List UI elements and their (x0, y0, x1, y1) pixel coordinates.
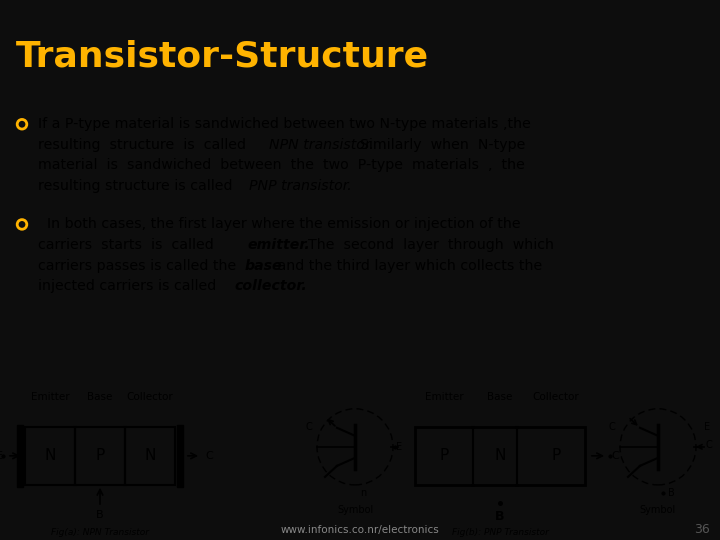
Text: and the third layer which collects the: and the third layer which collects the (273, 259, 542, 273)
Text: Transistor-Structure: Transistor-Structure (16, 40, 429, 74)
Bar (177, 425, 183, 487)
Text: www.infonics.co.nr/electronics: www.infonics.co.nr/electronics (281, 525, 439, 535)
Text: B: B (668, 488, 675, 498)
Text: Fig(b): PNP Transistor: Fig(b): PNP Transistor (451, 529, 549, 537)
Text: NPN transistor.: NPN transistor. (269, 138, 374, 152)
Text: N: N (144, 448, 156, 463)
Text: Base: Base (87, 392, 113, 402)
Text: N: N (495, 448, 505, 463)
Text: P: P (552, 448, 561, 463)
Text: Similarly  when  N-type: Similarly when N-type (351, 138, 526, 152)
Text: E: E (704, 422, 710, 432)
Bar (75, 427, 125, 485)
Text: PNP transistor.: PNP transistor. (249, 179, 352, 193)
Text: Collector: Collector (127, 392, 174, 402)
Text: B: B (495, 510, 505, 523)
Text: base: base (245, 259, 283, 273)
Text: B: B (96, 510, 104, 520)
Bar (125, 427, 175, 485)
Text: C: C (205, 451, 212, 461)
Text: material  is  sandwiched  between  the  two  P-type  materials  ,  the: material is sandwiched between the two P… (38, 158, 525, 172)
Text: P: P (439, 448, 449, 463)
Text: Collector: Collector (533, 392, 580, 402)
Bar (415, 427, 585, 485)
Text: injected carriers is called: injected carriers is called (38, 279, 221, 293)
Text: C: C (608, 422, 615, 432)
Text: E: E (396, 442, 402, 452)
Text: collector.: collector. (234, 279, 307, 293)
Text: 36: 36 (694, 523, 710, 536)
Text: resulting  structure  is  called: resulting structure is called (38, 138, 255, 152)
Text: P: P (95, 448, 104, 463)
Text: carriers passes is called the: carriers passes is called the (38, 259, 240, 273)
Text: Emitter: Emitter (31, 392, 69, 402)
Text: Fig(a): NPN Transistor: Fig(a): NPN Transistor (51, 529, 149, 537)
Bar (25, 427, 75, 485)
Text: N: N (45, 448, 55, 463)
Text: C: C (706, 440, 713, 450)
Text: Emitter: Emitter (425, 392, 463, 402)
Text: If a P-type material is sandwiched between two N-type materials ,the: If a P-type material is sandwiched betwe… (38, 117, 531, 131)
Text: Base: Base (487, 392, 513, 402)
Text: C: C (305, 422, 312, 432)
Text: resulting structure is called: resulting structure is called (38, 179, 241, 193)
Text: C: C (611, 451, 618, 461)
Text: emitter.: emitter. (247, 238, 310, 252)
Bar (17, 425, 23, 487)
Text: E: E (0, 451, 3, 461)
Text: The  second  layer  through  which: The second layer through which (299, 238, 554, 252)
Text: In both cases, the first layer where the emission or injection of the: In both cases, the first layer where the… (38, 218, 521, 232)
Text: Symbol: Symbol (337, 505, 373, 515)
Text: n: n (360, 488, 366, 498)
Text: Symbol: Symbol (640, 505, 676, 515)
Text: carriers  starts  is  called: carriers starts is called (38, 238, 222, 252)
